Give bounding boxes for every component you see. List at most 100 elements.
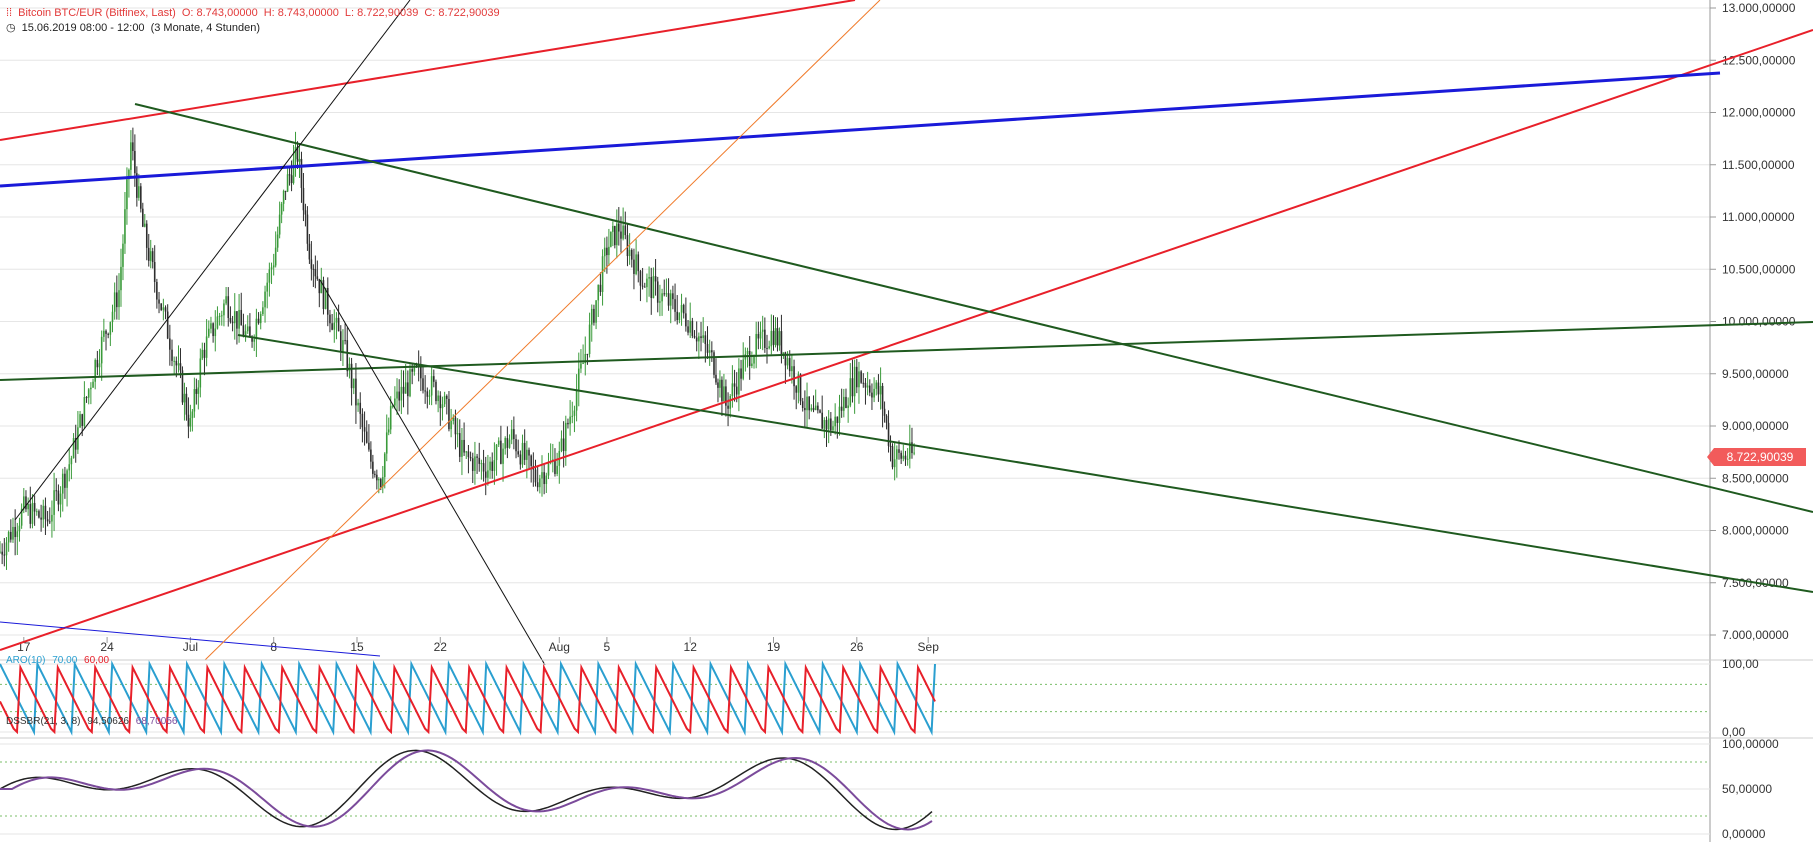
candle-body <box>685 313 687 327</box>
candle-body <box>166 311 169 339</box>
candle-body <box>145 223 148 248</box>
candle-body <box>840 406 843 411</box>
candle-body <box>177 363 180 366</box>
candle-body <box>510 429 513 440</box>
candle-body <box>103 330 105 337</box>
dss-value-1: 94,50626 <box>87 716 129 727</box>
candle-body <box>272 265 275 268</box>
candle-body <box>845 396 847 408</box>
candle-body <box>430 376 433 396</box>
candle-body <box>885 415 888 423</box>
candle-body <box>25 496 27 510</box>
candle-body <box>53 490 55 515</box>
candle-body <box>476 456 478 458</box>
candle-body <box>284 190 287 192</box>
candle-body <box>55 490 58 492</box>
candle-body <box>396 391 398 399</box>
candle-body <box>698 336 700 342</box>
candle-body <box>126 179 128 210</box>
candle-body <box>764 329 766 348</box>
candle-body <box>179 363 182 371</box>
candle-body <box>12 526 14 540</box>
candle-body <box>612 226 614 232</box>
candle-body <box>87 389 90 398</box>
candle-body <box>580 363 582 369</box>
candle-body <box>652 276 655 299</box>
x-tick-label: 22 <box>434 640 448 654</box>
candle-body <box>606 247 608 256</box>
candle-body <box>695 337 698 342</box>
candle-body <box>171 349 173 361</box>
candle-body <box>478 457 481 464</box>
candle-body <box>620 231 622 239</box>
candle-body <box>404 382 407 394</box>
candle-body <box>138 186 140 198</box>
candle-body <box>92 381 94 388</box>
candle-body <box>3 554 6 556</box>
clock-icon: ◷ <box>6 22 16 34</box>
candle-body <box>823 420 826 429</box>
dss-y-tick-label: 0,00000 <box>1722 827 1766 841</box>
candle-body <box>541 472 543 479</box>
x-tick-label: 5 <box>604 640 611 654</box>
candle-body <box>862 382 865 384</box>
candle-body <box>902 455 905 459</box>
chart-subheader: ◷ 15.06.2019 08:00 - 12:00 (3 Monate, 4 St… <box>6 22 266 35</box>
candle-body <box>0 551 1 553</box>
candle-body <box>249 326 251 338</box>
candle-body <box>719 379 721 388</box>
candle-body <box>774 328 777 345</box>
candle-body <box>911 442 913 454</box>
candle-body <box>160 303 162 310</box>
candle-body <box>812 407 815 411</box>
candle-body <box>661 293 663 302</box>
candle-body <box>759 331 762 339</box>
candle-body <box>702 335 704 339</box>
aro-y-tick-label: 100,00 <box>1722 657 1759 671</box>
candle-body <box>409 369 411 397</box>
candle-body <box>700 336 702 339</box>
candle-body <box>352 378 355 389</box>
black-down-line <box>319 279 546 666</box>
candle-body <box>866 385 869 388</box>
candle-body <box>753 356 755 364</box>
candle-body <box>422 378 424 391</box>
candle-body <box>573 410 576 416</box>
candle-body <box>721 379 723 402</box>
candle-body <box>672 293 674 300</box>
candle-body <box>860 371 862 383</box>
candle-body <box>646 278 648 288</box>
candle-body <box>804 407 806 411</box>
candle-body <box>109 322 112 335</box>
candle-body <box>218 315 221 317</box>
candle-body <box>830 418 832 431</box>
candle-body <box>105 330 107 334</box>
candle-body <box>306 214 309 244</box>
candle-body <box>577 368 580 390</box>
candle-body <box>304 210 307 215</box>
candle-body <box>264 291 266 308</box>
trendlines <box>0 0 1813 666</box>
candle-body <box>288 174 291 176</box>
candle-body <box>626 235 629 257</box>
candle-body <box>493 460 496 472</box>
aro-name: ARO(10) <box>6 655 46 666</box>
candle-body <box>376 474 378 481</box>
candle-body <box>227 296 230 318</box>
candle-body <box>262 307 264 315</box>
candle-body <box>124 209 126 244</box>
x-tick-label: 15 <box>350 640 364 654</box>
candle-body <box>663 293 666 295</box>
candle-body <box>46 519 49 522</box>
candle-body <box>90 387 92 390</box>
candle-body <box>77 427 79 450</box>
candle-body <box>223 303 225 316</box>
candle-body <box>225 296 227 304</box>
candle-body <box>253 339 256 342</box>
candle-body <box>751 363 753 366</box>
candle-body <box>61 473 64 494</box>
candle-body <box>900 452 902 459</box>
y-tick-label: 7.000,00000 <box>1722 628 1789 642</box>
candle-body <box>832 426 834 431</box>
